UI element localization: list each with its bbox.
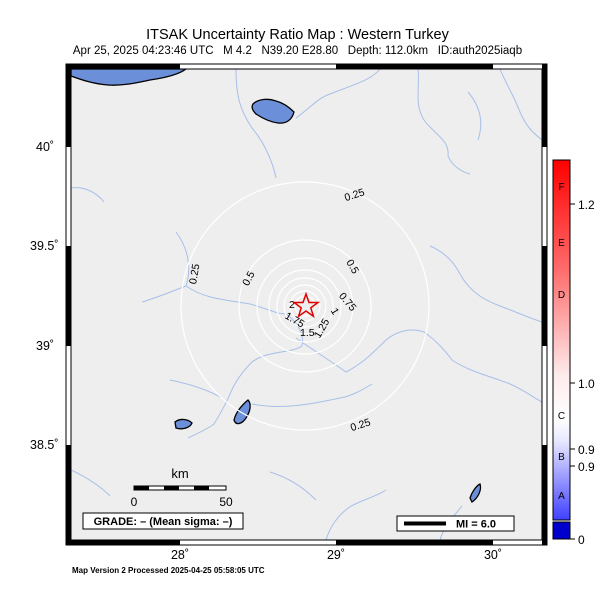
grade-text: GRADE: – (Mean sigma: –) xyxy=(94,516,233,528)
lon-label: 30˚ xyxy=(484,548,502,562)
mi-legend-box xyxy=(396,515,515,532)
colorbar-letter: C xyxy=(558,411,565,422)
scale-unit: km xyxy=(171,466,188,481)
colorbar-letter: F xyxy=(558,182,564,193)
scale-bar: km 0 50 xyxy=(131,466,233,509)
contour-label: 0.25 xyxy=(187,263,202,285)
event-info: Apr 25, 2025 04:23:46 UTC M 4.2 N39.20 E… xyxy=(72,45,523,57)
colorbar-letter: B xyxy=(558,452,565,463)
lat-label: 39˚ xyxy=(36,339,54,353)
colorbar-value: 0 xyxy=(578,533,585,547)
water-bodies xyxy=(71,69,482,503)
lon-label: 28˚ xyxy=(171,548,189,562)
map-title: ITSAK Uncertainty Ratio Map : Western Tu… xyxy=(146,27,449,43)
grade-box xyxy=(82,512,244,530)
lat-label: 38.5˚ xyxy=(30,438,59,452)
colorbar-cap xyxy=(552,521,571,540)
scale-max: 50 xyxy=(219,495,233,509)
colorbar-letter: E xyxy=(558,238,565,249)
axis-labels: 40˚ 39.5˚ 39˚ 38.5˚ 28˚ 29˚ 30˚ xyxy=(30,140,502,562)
uncertainty-contours xyxy=(180,181,430,431)
contour-label: 1 xyxy=(328,306,341,317)
colorbar-value: 1.0 xyxy=(578,377,595,391)
star-icon xyxy=(291,291,321,319)
map-land xyxy=(71,69,542,540)
contour-label: 2 xyxy=(289,299,295,311)
colorbar-letter: A xyxy=(558,491,565,502)
map-frame xyxy=(65,63,548,546)
colorbar-letter: D xyxy=(558,290,565,301)
contour-label: 1.5 xyxy=(300,327,315,339)
rivers xyxy=(71,69,542,540)
lon-label: 29˚ xyxy=(327,548,345,562)
processing-footer: Map Version 2 Processed 2025-04-25 05:58… xyxy=(72,566,265,575)
colorbar-value: 1.2 xyxy=(578,198,595,212)
lat-label: 40˚ xyxy=(36,140,54,154)
colorbar-value: 0.9 xyxy=(578,460,595,474)
colorbar-scale xyxy=(552,159,571,521)
mi-legend-text: MI = 6.0 xyxy=(456,519,496,531)
colorbar-value: 0.9 xyxy=(578,443,595,457)
lat-label: 39.5˚ xyxy=(30,239,59,253)
scale-min: 0 xyxy=(131,495,138,509)
colorbar: F E D C B A 1.2 1.0 0.9 0.9 0 xyxy=(552,159,595,547)
